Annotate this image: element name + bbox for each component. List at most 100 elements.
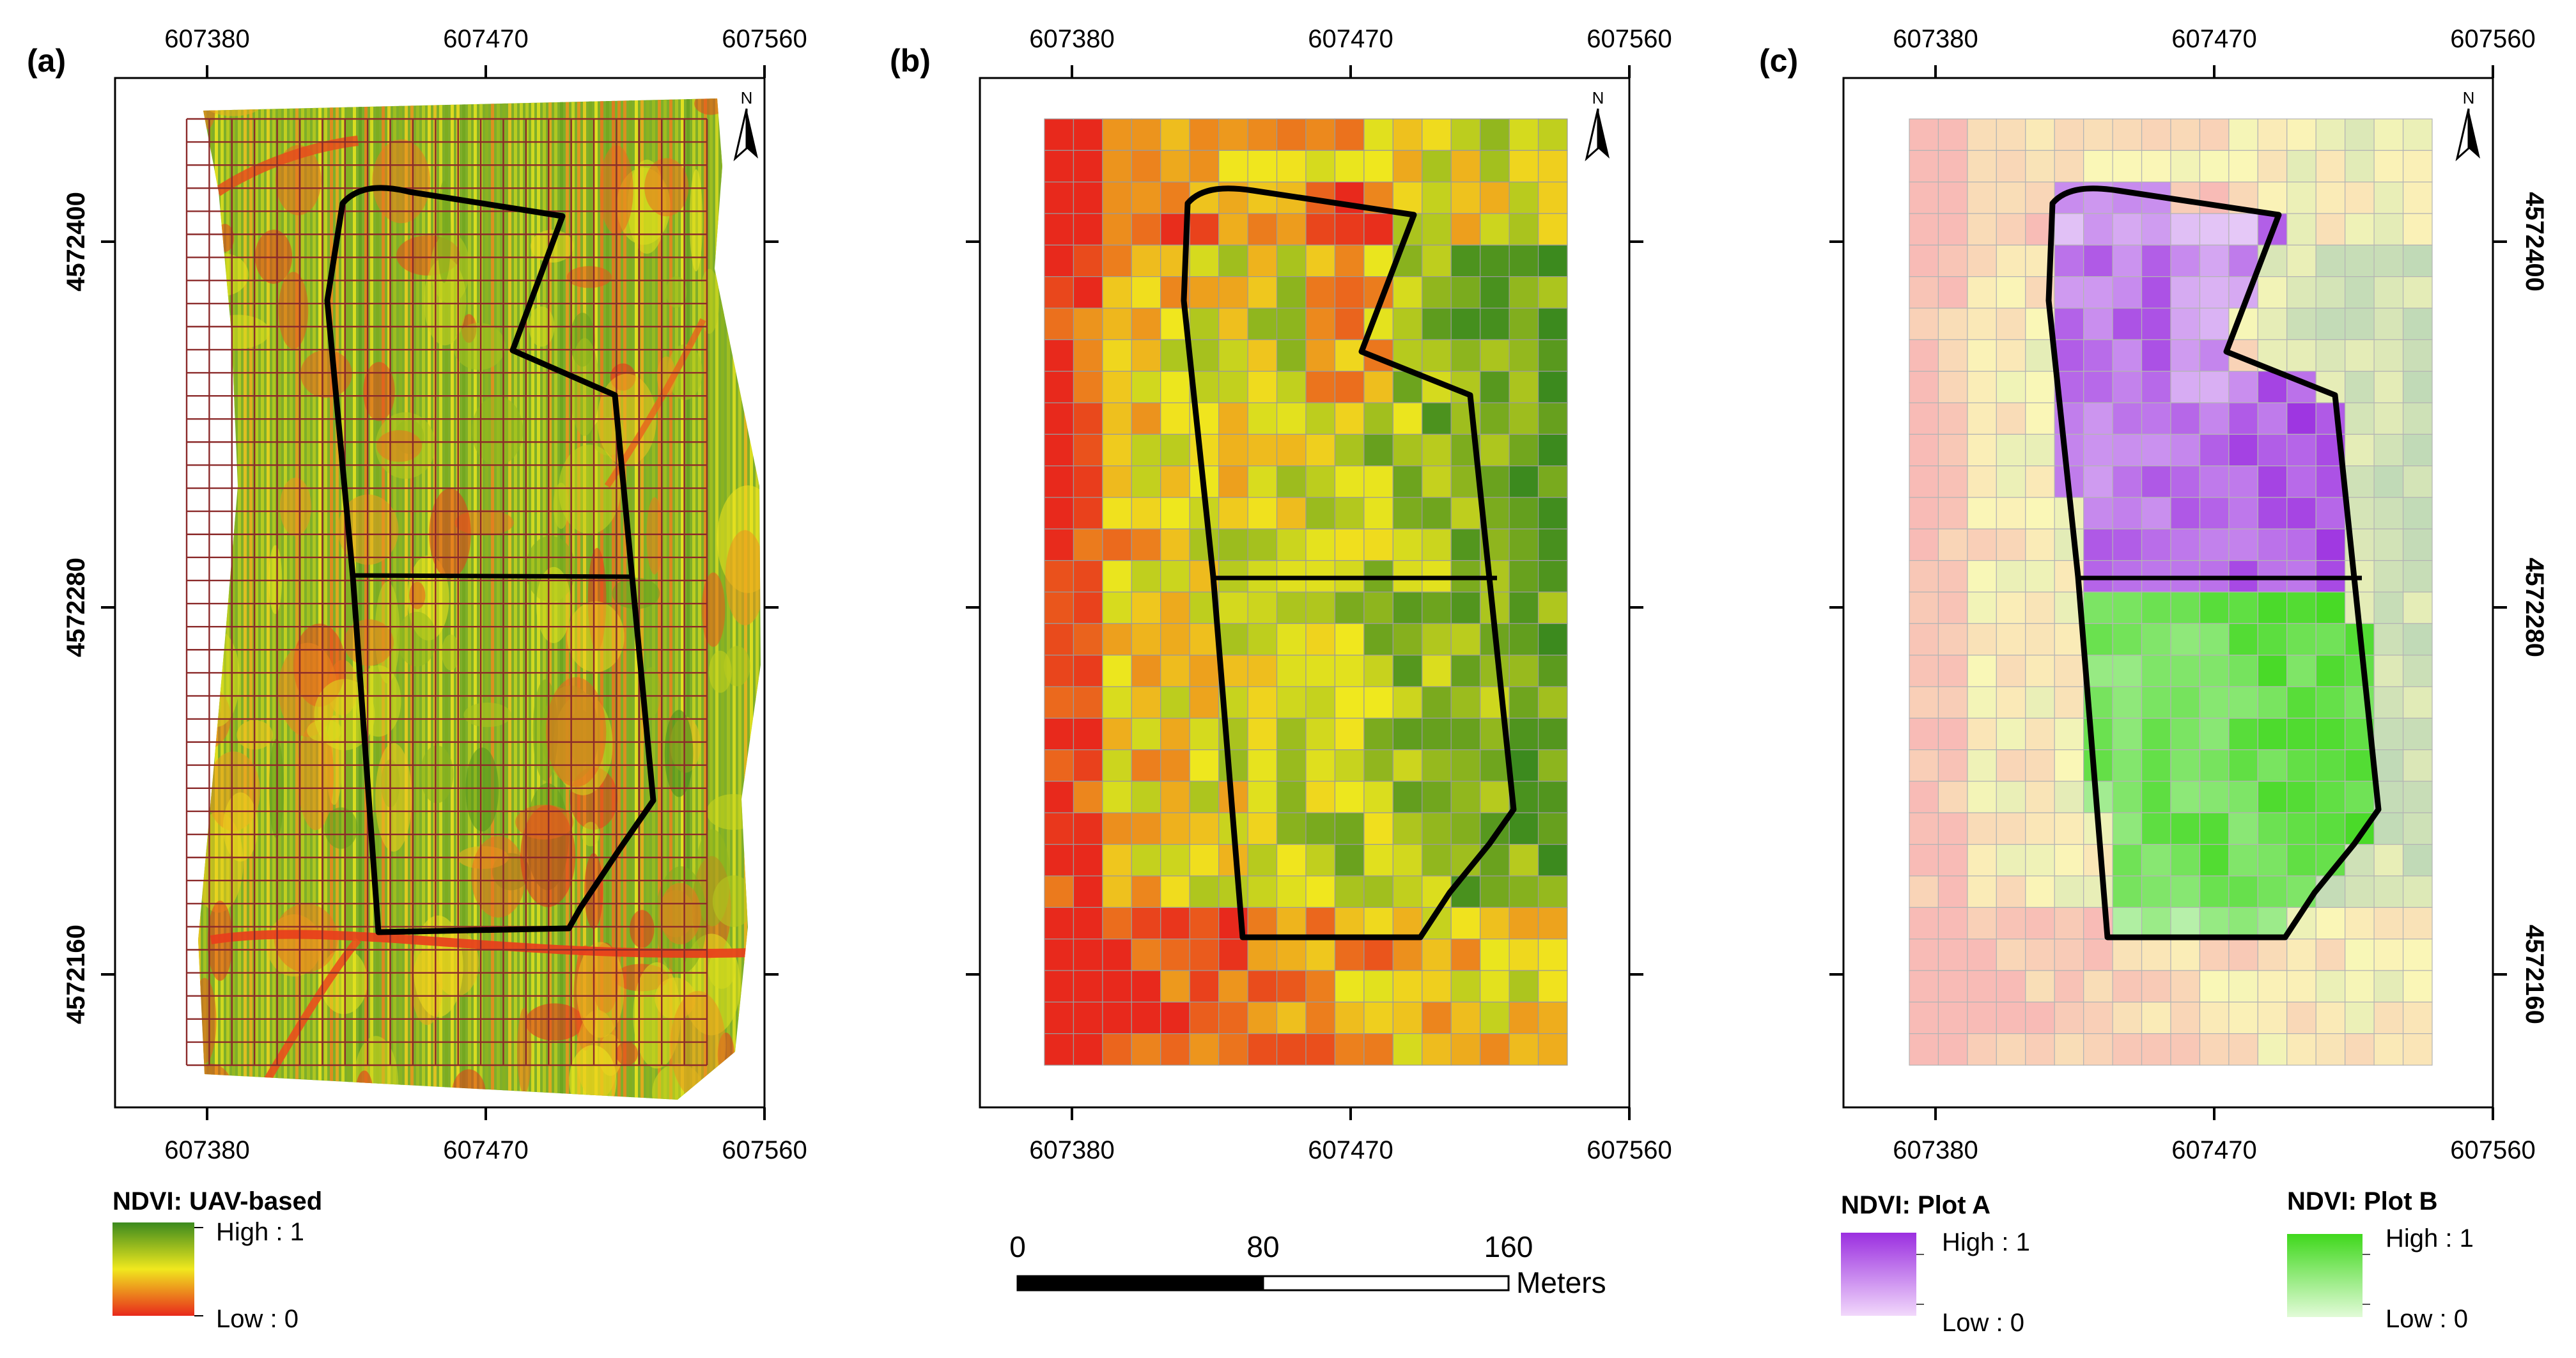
plot-cell bbox=[1909, 907, 1939, 940]
ndvi-cell bbox=[1305, 812, 1336, 845]
ndvi-cell bbox=[1247, 1033, 1278, 1066]
x-tick-label: 607560 bbox=[1587, 25, 1672, 53]
plot-cell bbox=[2112, 497, 2143, 529]
plot-cell bbox=[2170, 939, 2201, 971]
field-outline bbox=[324, 185, 656, 935]
plot-cell bbox=[2025, 371, 2055, 403]
ndvi-cell bbox=[1305, 528, 1336, 561]
ndvi-cell bbox=[1422, 844, 1452, 877]
plot-cell bbox=[1967, 1033, 1997, 1066]
plot-cell bbox=[1967, 875, 1997, 908]
ndvi-cell bbox=[1509, 812, 1539, 845]
plot-cell bbox=[1909, 308, 1939, 340]
plot-cell bbox=[2112, 591, 2143, 624]
ndvi-cell bbox=[1537, 433, 1568, 467]
ndvi-cell bbox=[1305, 308, 1336, 340]
ndvi-cell bbox=[1247, 749, 1278, 782]
ndvi-cell bbox=[1102, 371, 1132, 403]
ndvi-cell bbox=[1247, 465, 1278, 498]
plot-cell bbox=[1909, 118, 1939, 151]
plot-cell bbox=[2402, 402, 2433, 435]
plot-cell bbox=[1937, 717, 1968, 751]
ndvi-cell bbox=[1073, 433, 1103, 467]
x-tick-label: 607470 bbox=[1308, 25, 1393, 53]
x-tick-label: 607560 bbox=[722, 1136, 807, 1164]
plot-cell bbox=[2315, 623, 2346, 656]
plot-cell bbox=[2170, 1001, 2201, 1034]
ndvi-cell bbox=[1218, 244, 1248, 277]
plot-cell bbox=[2199, 655, 2230, 687]
ndvi-cell bbox=[1189, 528, 1220, 561]
plot-cell bbox=[2170, 497, 2201, 529]
ndvi-cell bbox=[1160, 623, 1190, 656]
ndvi-cell bbox=[1218, 433, 1248, 467]
plot-cell bbox=[2112, 686, 2143, 719]
plot-cell bbox=[2141, 939, 2171, 971]
ndvi-cell bbox=[1160, 812, 1190, 845]
plot-cell bbox=[1967, 844, 1997, 877]
ndvi-cell bbox=[1334, 591, 1365, 624]
plot-cell bbox=[2315, 749, 2346, 782]
plot-cell bbox=[2373, 244, 2404, 277]
plot-cell bbox=[2141, 812, 2171, 845]
plot-cell bbox=[2025, 844, 2055, 877]
ndvi-cell bbox=[1131, 308, 1161, 340]
plot-cell bbox=[2025, 402, 2055, 435]
legend-title: NDVI: Plot B bbox=[2287, 1187, 2438, 1215]
ndvi-cell bbox=[1276, 655, 1307, 687]
ndvi-cell bbox=[1218, 528, 1248, 561]
plot-cell bbox=[2402, 371, 2433, 403]
ndvi-cell bbox=[1392, 970, 1423, 1003]
plot-cell bbox=[1996, 686, 2026, 719]
ndvi-cell bbox=[1247, 371, 1278, 403]
scale-unit: Meters bbox=[1516, 1266, 1606, 1299]
plot-cell bbox=[2025, 528, 2055, 561]
plot-cell bbox=[2083, 623, 2113, 656]
plot-cell bbox=[2228, 717, 2258, 751]
plot-cell bbox=[2170, 150, 2201, 183]
plot-cell bbox=[2199, 781, 2230, 813]
ndvi-cell bbox=[1305, 875, 1336, 908]
ndvi-cell bbox=[1073, 118, 1103, 151]
plot-cell bbox=[2315, 276, 2346, 309]
ndvi-cell bbox=[1131, 844, 1161, 877]
plot-cell bbox=[2345, 970, 2375, 1003]
plot-cell bbox=[2112, 244, 2143, 277]
ndvi-cell bbox=[1276, 875, 1307, 908]
ndvi-cell bbox=[1276, 244, 1307, 277]
plot-cell bbox=[2199, 244, 2230, 277]
ndvi-cell bbox=[1509, 213, 1539, 246]
legend-high-label: High : 1 bbox=[2386, 1224, 2474, 1253]
plot-cell bbox=[2373, 339, 2404, 372]
plot-cell bbox=[2315, 150, 2346, 183]
ndvi-cell bbox=[1450, 497, 1481, 529]
ndvi-cell bbox=[1480, 182, 1510, 214]
ndvi-cell bbox=[1218, 276, 1248, 309]
ndvi-cell bbox=[1392, 686, 1423, 719]
plot-cell bbox=[2112, 623, 2143, 656]
ndvi-cell bbox=[1334, 812, 1365, 845]
ndvi-cell bbox=[1305, 717, 1336, 751]
plot-cell bbox=[2199, 749, 2230, 782]
ndvi-cell bbox=[1160, 970, 1190, 1003]
plot-cell bbox=[1937, 213, 1968, 246]
x-tick-label: 607470 bbox=[2171, 25, 2256, 53]
ndvi-cell bbox=[1247, 308, 1278, 340]
plot-cell bbox=[2141, 623, 2171, 656]
plot-cell bbox=[2402, 276, 2433, 309]
plot-cell bbox=[2141, 528, 2171, 561]
plot-cell bbox=[1996, 560, 2026, 593]
ndvi-cell bbox=[1334, 844, 1365, 877]
ndvi-cell bbox=[1480, 465, 1510, 498]
plot-cell bbox=[2112, 339, 2143, 372]
ndvi-cell bbox=[1044, 812, 1075, 845]
ndvi-cell bbox=[1276, 1033, 1307, 1066]
scale-label-80: 80 bbox=[1246, 1230, 1279, 1263]
plot-cell bbox=[1909, 150, 1939, 183]
ndvi-cell bbox=[1363, 781, 1393, 813]
ndvi-cell bbox=[1276, 781, 1307, 813]
ndvi-cell bbox=[1073, 371, 1103, 403]
ndvi-cell bbox=[1392, 497, 1423, 529]
plot-cell bbox=[1967, 749, 1997, 782]
plot-cell bbox=[1996, 497, 2026, 529]
